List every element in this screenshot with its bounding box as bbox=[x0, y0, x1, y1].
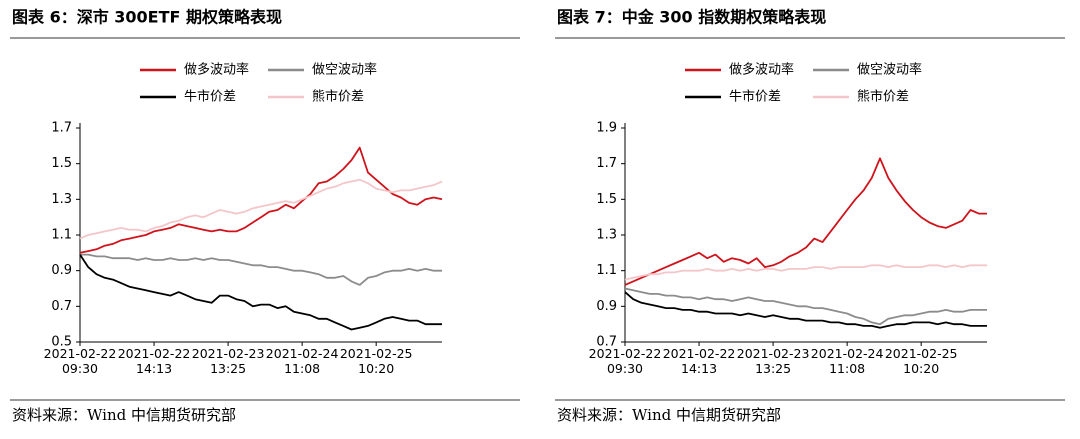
legend-label: 熊市价差 bbox=[857, 89, 909, 105]
source: 资料来源：Wind 中信期货研究部 bbox=[12, 406, 236, 424]
x-tick-label: 2021-02-23 13:25 bbox=[191, 346, 265, 376]
y-tick-label: 1.7 bbox=[596, 156, 617, 171]
x-tick-label: 2021-02-22 14:13 bbox=[662, 346, 736, 376]
y-tick-label: 1.7 bbox=[51, 121, 72, 136]
chart-title: 图表 6：深市 300ETF 期权策略表现 bbox=[12, 8, 282, 27]
series-line bbox=[624, 291, 987, 329]
y-tick-label: 0.7 bbox=[596, 335, 617, 350]
y-tick-label: 1.9 bbox=[596, 121, 617, 136]
series-line bbox=[79, 254, 442, 331]
chart-title: 图表 7：中金 300 指数期权策略表现 bbox=[557, 8, 826, 27]
y-tick-label: 1.1 bbox=[51, 228, 72, 243]
y-tick-label: 0.9 bbox=[596, 299, 617, 314]
series-line bbox=[624, 157, 987, 286]
series-line bbox=[79, 146, 443, 254]
y-tick-label: 1.1 bbox=[596, 263, 617, 278]
source: 资料来源：Wind 中信期货研究部 bbox=[557, 406, 781, 424]
y-tick-label: 1.3 bbox=[596, 228, 617, 243]
y-tick-label: 0.9 bbox=[51, 263, 72, 278]
legend-label: 熊市价差 bbox=[312, 89, 364, 105]
y-tick-label: 1.5 bbox=[596, 192, 617, 207]
y-tick-label: 1.5 bbox=[51, 156, 72, 171]
legend-label: 牛市价差 bbox=[184, 89, 236, 105]
x-tick-label: 2021-02-24 11:08 bbox=[265, 346, 339, 376]
x-tick-label: 2021-02-22 09:30 bbox=[43, 346, 117, 376]
y-tick-label: 1.3 bbox=[51, 192, 72, 207]
x-tick-label: 2021-02-22 14:13 bbox=[117, 346, 191, 376]
x-tick-label: 2021-02-25 10:20 bbox=[339, 346, 413, 376]
x-tick-label: 2021-02-25 10:20 bbox=[884, 346, 958, 376]
x-tick-label: 2021-02-24 11:08 bbox=[810, 346, 884, 376]
series-line bbox=[624, 264, 987, 281]
legend-label: 做空波动率 bbox=[857, 62, 922, 78]
series-line bbox=[624, 287, 987, 326]
legend-label: 牛市价差 bbox=[729, 89, 781, 105]
legend-label: 做空波动率 bbox=[312, 62, 377, 78]
x-tick-label: 2021-02-23 13:25 bbox=[736, 346, 810, 376]
y-tick-label: 0.5 bbox=[51, 335, 72, 350]
legend-label: 做多波动率 bbox=[729, 62, 794, 78]
series-line bbox=[80, 253, 442, 286]
x-tick-label: 2021-02-22 09:30 bbox=[588, 346, 662, 376]
y-tick-label: 0.7 bbox=[51, 299, 72, 314]
series-line bbox=[79, 178, 443, 240]
legend-label: 做多波动率 bbox=[184, 62, 249, 78]
